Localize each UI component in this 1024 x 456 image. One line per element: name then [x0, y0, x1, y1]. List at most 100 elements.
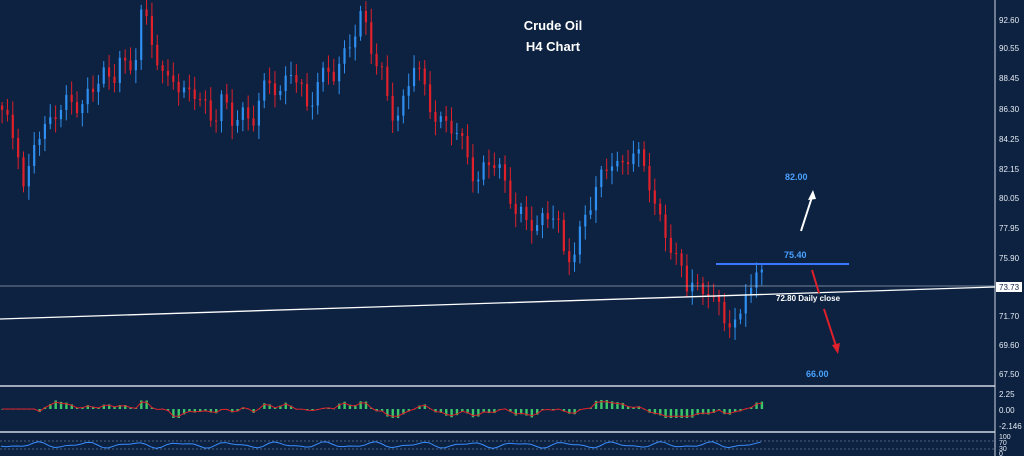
candle-body — [364, 10, 367, 23]
histogram-bar — [750, 407, 753, 409]
candle-body — [466, 135, 469, 158]
candle-body — [54, 117, 57, 120]
histogram-bar — [65, 402, 68, 409]
price-tick: 90.55 — [999, 44, 1020, 53]
candle-body — [445, 116, 448, 121]
histogram-bar — [263, 403, 266, 409]
histogram-bar — [407, 409, 410, 412]
candle-body — [594, 186, 598, 211]
target-66-label: 66.00 — [806, 369, 829, 379]
candle-body — [343, 48, 346, 64]
histogram-bar — [188, 409, 191, 413]
candle-body — [685, 265, 688, 292]
histogram-bar — [348, 404, 352, 409]
current-price-tick: 73.73 — [999, 283, 1020, 292]
histogram-bar — [648, 409, 651, 413]
histogram-bar — [49, 403, 52, 409]
candle-body — [755, 272, 758, 288]
candle-body — [429, 84, 432, 112]
candle-body — [172, 75, 175, 82]
candle-body — [412, 67, 416, 87]
candle-body — [536, 225, 539, 231]
histogram-bar — [712, 409, 715, 413]
price-tick: 84.25 — [999, 135, 1020, 144]
candle-body — [375, 53, 378, 67]
candle-body — [498, 164, 501, 169]
histogram-bar — [140, 400, 143, 409]
histogram-bar — [124, 405, 127, 409]
candle-body — [733, 319, 737, 328]
bull-arrow-shaft — [800, 196, 813, 232]
candle-body — [664, 214, 667, 238]
candle-body — [750, 287, 753, 295]
histogram-bar — [477, 409, 480, 417]
candle-body — [477, 179, 480, 182]
histogram-bar — [637, 406, 641, 409]
price-tick: 92.60 — [999, 16, 1020, 25]
candle-body — [273, 83, 277, 96]
candle-body — [118, 57, 121, 84]
candle-body — [712, 296, 715, 298]
chart-title-line2: H4 Chart — [526, 39, 581, 54]
histogram-bar — [375, 409, 378, 412]
price-tick: 86.30 — [999, 105, 1020, 114]
candle-body — [423, 68, 426, 85]
price-tick: 71.70 — [999, 312, 1020, 321]
histogram-bar — [509, 409, 512, 413]
oscillator-pane — [1, 400, 764, 418]
histogram-bar — [193, 409, 196, 413]
candle-body — [338, 63, 341, 82]
candle-body — [215, 120, 218, 122]
histogram-bar — [311, 409, 314, 411]
candle-body — [102, 67, 105, 84]
candle-body — [204, 99, 207, 101]
histogram-bar — [755, 402, 758, 409]
histogram-bar — [215, 409, 218, 414]
candle-body — [156, 44, 159, 66]
histogram-bar — [664, 409, 667, 418]
candle-body — [605, 169, 608, 171]
histogram-bar — [172, 409, 175, 418]
candle-body — [675, 252, 678, 254]
histogram-bar — [455, 409, 459, 416]
candle-body — [557, 218, 560, 220]
target-82-label: 82.00 — [785, 172, 808, 182]
candle-body — [359, 10, 362, 37]
candle-body — [220, 94, 223, 122]
candle-body — [11, 114, 14, 139]
histogram-bar — [487, 409, 491, 414]
histogram-bar — [402, 409, 405, 415]
bull-arrow-head — [808, 190, 816, 200]
candle-body — [193, 89, 196, 99]
histogram-bar — [445, 409, 448, 416]
signal-line — [2, 401, 762, 417]
candle-body — [600, 169, 603, 187]
histogram-bar — [659, 409, 662, 416]
histogram-bar — [91, 406, 95, 409]
histogram-bar — [605, 400, 608, 409]
candle-body — [150, 16, 153, 45]
histogram-bar — [610, 401, 614, 409]
histogram-bar — [525, 409, 528, 416]
histogram-bar — [733, 409, 737, 413]
histogram-bar — [391, 409, 394, 418]
candle-body — [380, 66, 384, 68]
resistance-label: 75.40 — [784, 250, 807, 260]
candle-body — [113, 76, 116, 84]
candle-body — [514, 203, 517, 214]
candle-body — [38, 138, 41, 145]
histogram-bar — [54, 400, 57, 409]
price-axis: 92.60 90.55 88.45 86.30 84.25 82.15 80.0… — [996, 16, 1022, 379]
histogram-bar — [493, 409, 496, 414]
price-tick: 80.05 — [999, 194, 1020, 203]
histogram-bar — [562, 409, 566, 412]
candle-body — [691, 282, 694, 292]
candle-body — [434, 111, 437, 122]
candle-body — [659, 203, 662, 215]
histogram-bar — [129, 407, 132, 409]
histogram-bar — [701, 409, 705, 415]
candle-body — [289, 75, 293, 77]
rsi-tick: 70 — [999, 440, 1007, 447]
candle-body — [493, 165, 496, 169]
